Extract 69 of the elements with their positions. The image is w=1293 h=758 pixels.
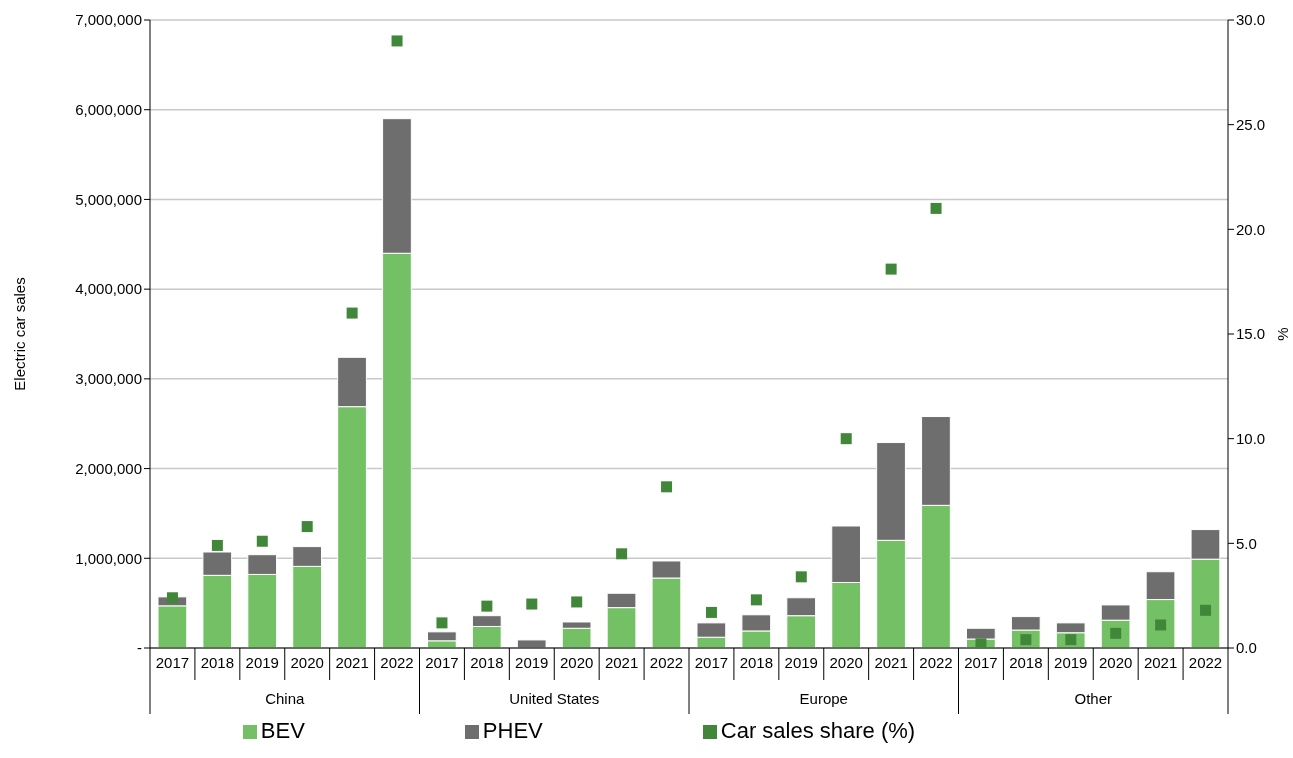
point: [211, 539, 223, 551]
y-tick-label: 3,000,000: [75, 370, 142, 388]
point: [346, 307, 358, 319]
point: [616, 548, 628, 560]
x-tick-label: 2021: [1143, 654, 1178, 671]
text: United States: [509, 690, 600, 707]
x-tick-label: 2017: [155, 654, 190, 671]
x-tick-label: 2017: [425, 654, 459, 671]
x-tick-label: 2018: [470, 654, 504, 671]
point: [1200, 604, 1212, 616]
y2-tick-label: 10.0: [1236, 429, 1266, 447]
point: [391, 35, 403, 47]
x-tick-label: 2020: [290, 654, 324, 671]
x-tick-label: 2022: [649, 654, 684, 671]
point: [750, 594, 762, 606]
point: [840, 433, 852, 445]
y2-tick-label: 5.0: [1236, 534, 1257, 552]
x-tick-label: 2017: [694, 654, 729, 671]
point: [481, 600, 493, 612]
y-tick-label: 5,000,000: [75, 190, 142, 208]
point: [571, 596, 583, 608]
y2-tick-label: 20.0: [1236, 220, 1266, 238]
text: China: [265, 690, 305, 707]
x-tick-label: 2019: [515, 654, 549, 671]
point: [885, 263, 897, 275]
x-tick-label: 2019: [1054, 654, 1088, 671]
x-tick-label: 2018: [200, 654, 235, 671]
x-tick-label: 2018: [739, 654, 774, 671]
point: [795, 571, 807, 583]
y2-axis-title: %: [1274, 327, 1292, 341]
y2-tick-label: 0.0: [1236, 639, 1257, 657]
y2-tick-label: 25.0: [1236, 115, 1266, 133]
y-tick-label: 4,000,000: [75, 280, 142, 298]
x-tick-label: 2020: [560, 654, 594, 671]
y2-tick-label: 30.0: [1236, 11, 1266, 29]
x-tick-label: 2022: [1188, 654, 1223, 671]
legend-label: BEV: [260, 718, 305, 743]
text: Other: [1074, 690, 1113, 707]
x-tick-label: 2017: [964, 654, 998, 671]
x-tick-label: 2021: [335, 654, 369, 671]
y-tick-label: 6,000,000: [75, 101, 142, 119]
x-tick-label: 2020: [1099, 654, 1133, 671]
y2-tick-label: 15.0: [1236, 325, 1266, 343]
point: [256, 535, 268, 547]
point: [526, 598, 538, 610]
point: [975, 638, 987, 648]
point: [166, 592, 178, 604]
x-tick-label: 2021: [874, 654, 908, 671]
x-tick-label: 2019: [784, 654, 818, 671]
point: [705, 606, 717, 618]
legend-label: Car sales share (%): [720, 718, 916, 743]
y-tick-label: -: [137, 639, 142, 657]
point: [436, 617, 448, 629]
point: [661, 481, 673, 493]
y-axis-title: Electric car sales: [11, 277, 29, 391]
y-tick-label: 1,000,000: [75, 549, 142, 567]
x-tick-label: 2022: [919, 654, 953, 671]
x-tick-label: 2018: [1009, 654, 1043, 671]
point: [301, 521, 313, 533]
point: [930, 202, 942, 214]
bar: [516, 639, 547, 648]
x-tick-label: 2022: [380, 654, 414, 671]
x-tick-label: 2020: [829, 654, 863, 671]
legend-label: PHEV: [482, 718, 543, 743]
y-tick-label: 2,000,000: [75, 459, 142, 477]
x-tick-label: 2019: [245, 654, 279, 671]
x-tick-label: 2021: [604, 654, 639, 671]
y-tick-label: 7,000,000: [75, 11, 142, 29]
text: Europe: [799, 690, 848, 707]
